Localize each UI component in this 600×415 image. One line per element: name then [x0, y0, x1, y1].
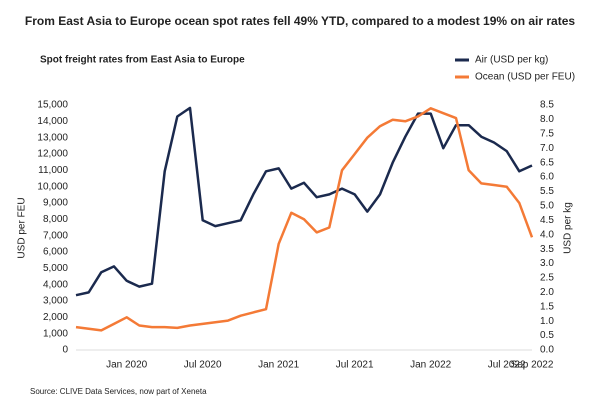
- x-tick-label: Jul 2022: [488, 360, 526, 371]
- y2-tick-label: 2.0: [540, 287, 554, 298]
- y-tick-label: 7,000: [43, 230, 68, 241]
- chart-title: From East Asia to Europe ocean spot rate…: [25, 14, 575, 28]
- y2-tick-label: 4.0: [540, 229, 554, 240]
- x-tick-label: Jan 2022: [410, 360, 452, 371]
- y2-tick-label: 6.0: [540, 172, 554, 183]
- y-tick-label: 15,000: [37, 100, 68, 111]
- y2-tick-label: 5.0: [540, 201, 554, 212]
- x-tick-label: Jan 2020: [106, 360, 148, 371]
- y-tick-label: 10,000: [37, 181, 68, 192]
- y-tick-label: 13,000: [37, 132, 68, 143]
- y2-tick-label: 7.5: [540, 128, 554, 139]
- y2-tick-label: 8.0: [540, 114, 554, 125]
- source: Source: CLIVE Data Services, now part of…: [30, 387, 207, 396]
- y-tick-label: 3,000: [43, 296, 68, 307]
- y-tick-label: 4,000: [43, 279, 68, 290]
- y2-tick-label: 0.5: [540, 330, 554, 341]
- y-tick-label: 1,000: [43, 328, 68, 339]
- y2-tick-label: 8.5: [540, 100, 554, 111]
- chart-subtitle: Spot freight rates from East Asia to Eur…: [40, 55, 245, 66]
- y2-tick-label: 7.0: [540, 143, 554, 154]
- x-tick-label: Jul 2020: [184, 360, 222, 371]
- y2-tick-label: 0.0: [540, 345, 554, 356]
- x-tick-label: Jul 2021: [336, 360, 374, 371]
- y2-tick-label: 2.5: [540, 273, 554, 284]
- x-tick-label: Sep 2022: [511, 360, 554, 371]
- x-tick-label: Jan 2021: [258, 360, 300, 371]
- y-tick-label: 5,000: [43, 263, 68, 274]
- y-tick-label: 12,000: [37, 149, 68, 160]
- y-tick-label: 11,000: [38, 165, 68, 176]
- y2-tick-label: 5.5: [540, 186, 554, 197]
- y-axis-label: USD per FEU: [17, 197, 28, 258]
- data-line: [75, 106, 533, 297]
- y2-tick-label: 4.5: [540, 215, 554, 226]
- y-tick-label: 9,000: [43, 198, 68, 209]
- y2-tick-label: 3.5: [540, 244, 554, 255]
- y-tick-label: 14,000: [37, 116, 68, 127]
- y2-tick-label: 1.5: [540, 301, 554, 312]
- y2-tick-label: 3.0: [540, 258, 554, 269]
- y2-axis-label: USD per kg: [563, 202, 574, 254]
- y-tick-label: 0: [62, 345, 68, 356]
- legend-label: Air (USD per kg): [475, 55, 548, 66]
- y-tick-label: 8,000: [43, 214, 68, 225]
- y2-tick-label: 6.5: [540, 157, 554, 168]
- y-tick-label: 2,000: [43, 312, 68, 323]
- data-line: [75, 107, 534, 332]
- legend-label: Ocean (USD per FEU): [475, 72, 575, 83]
- y-tick-label: 6,000: [43, 247, 68, 258]
- y2-tick-label: 1.0: [540, 316, 554, 327]
